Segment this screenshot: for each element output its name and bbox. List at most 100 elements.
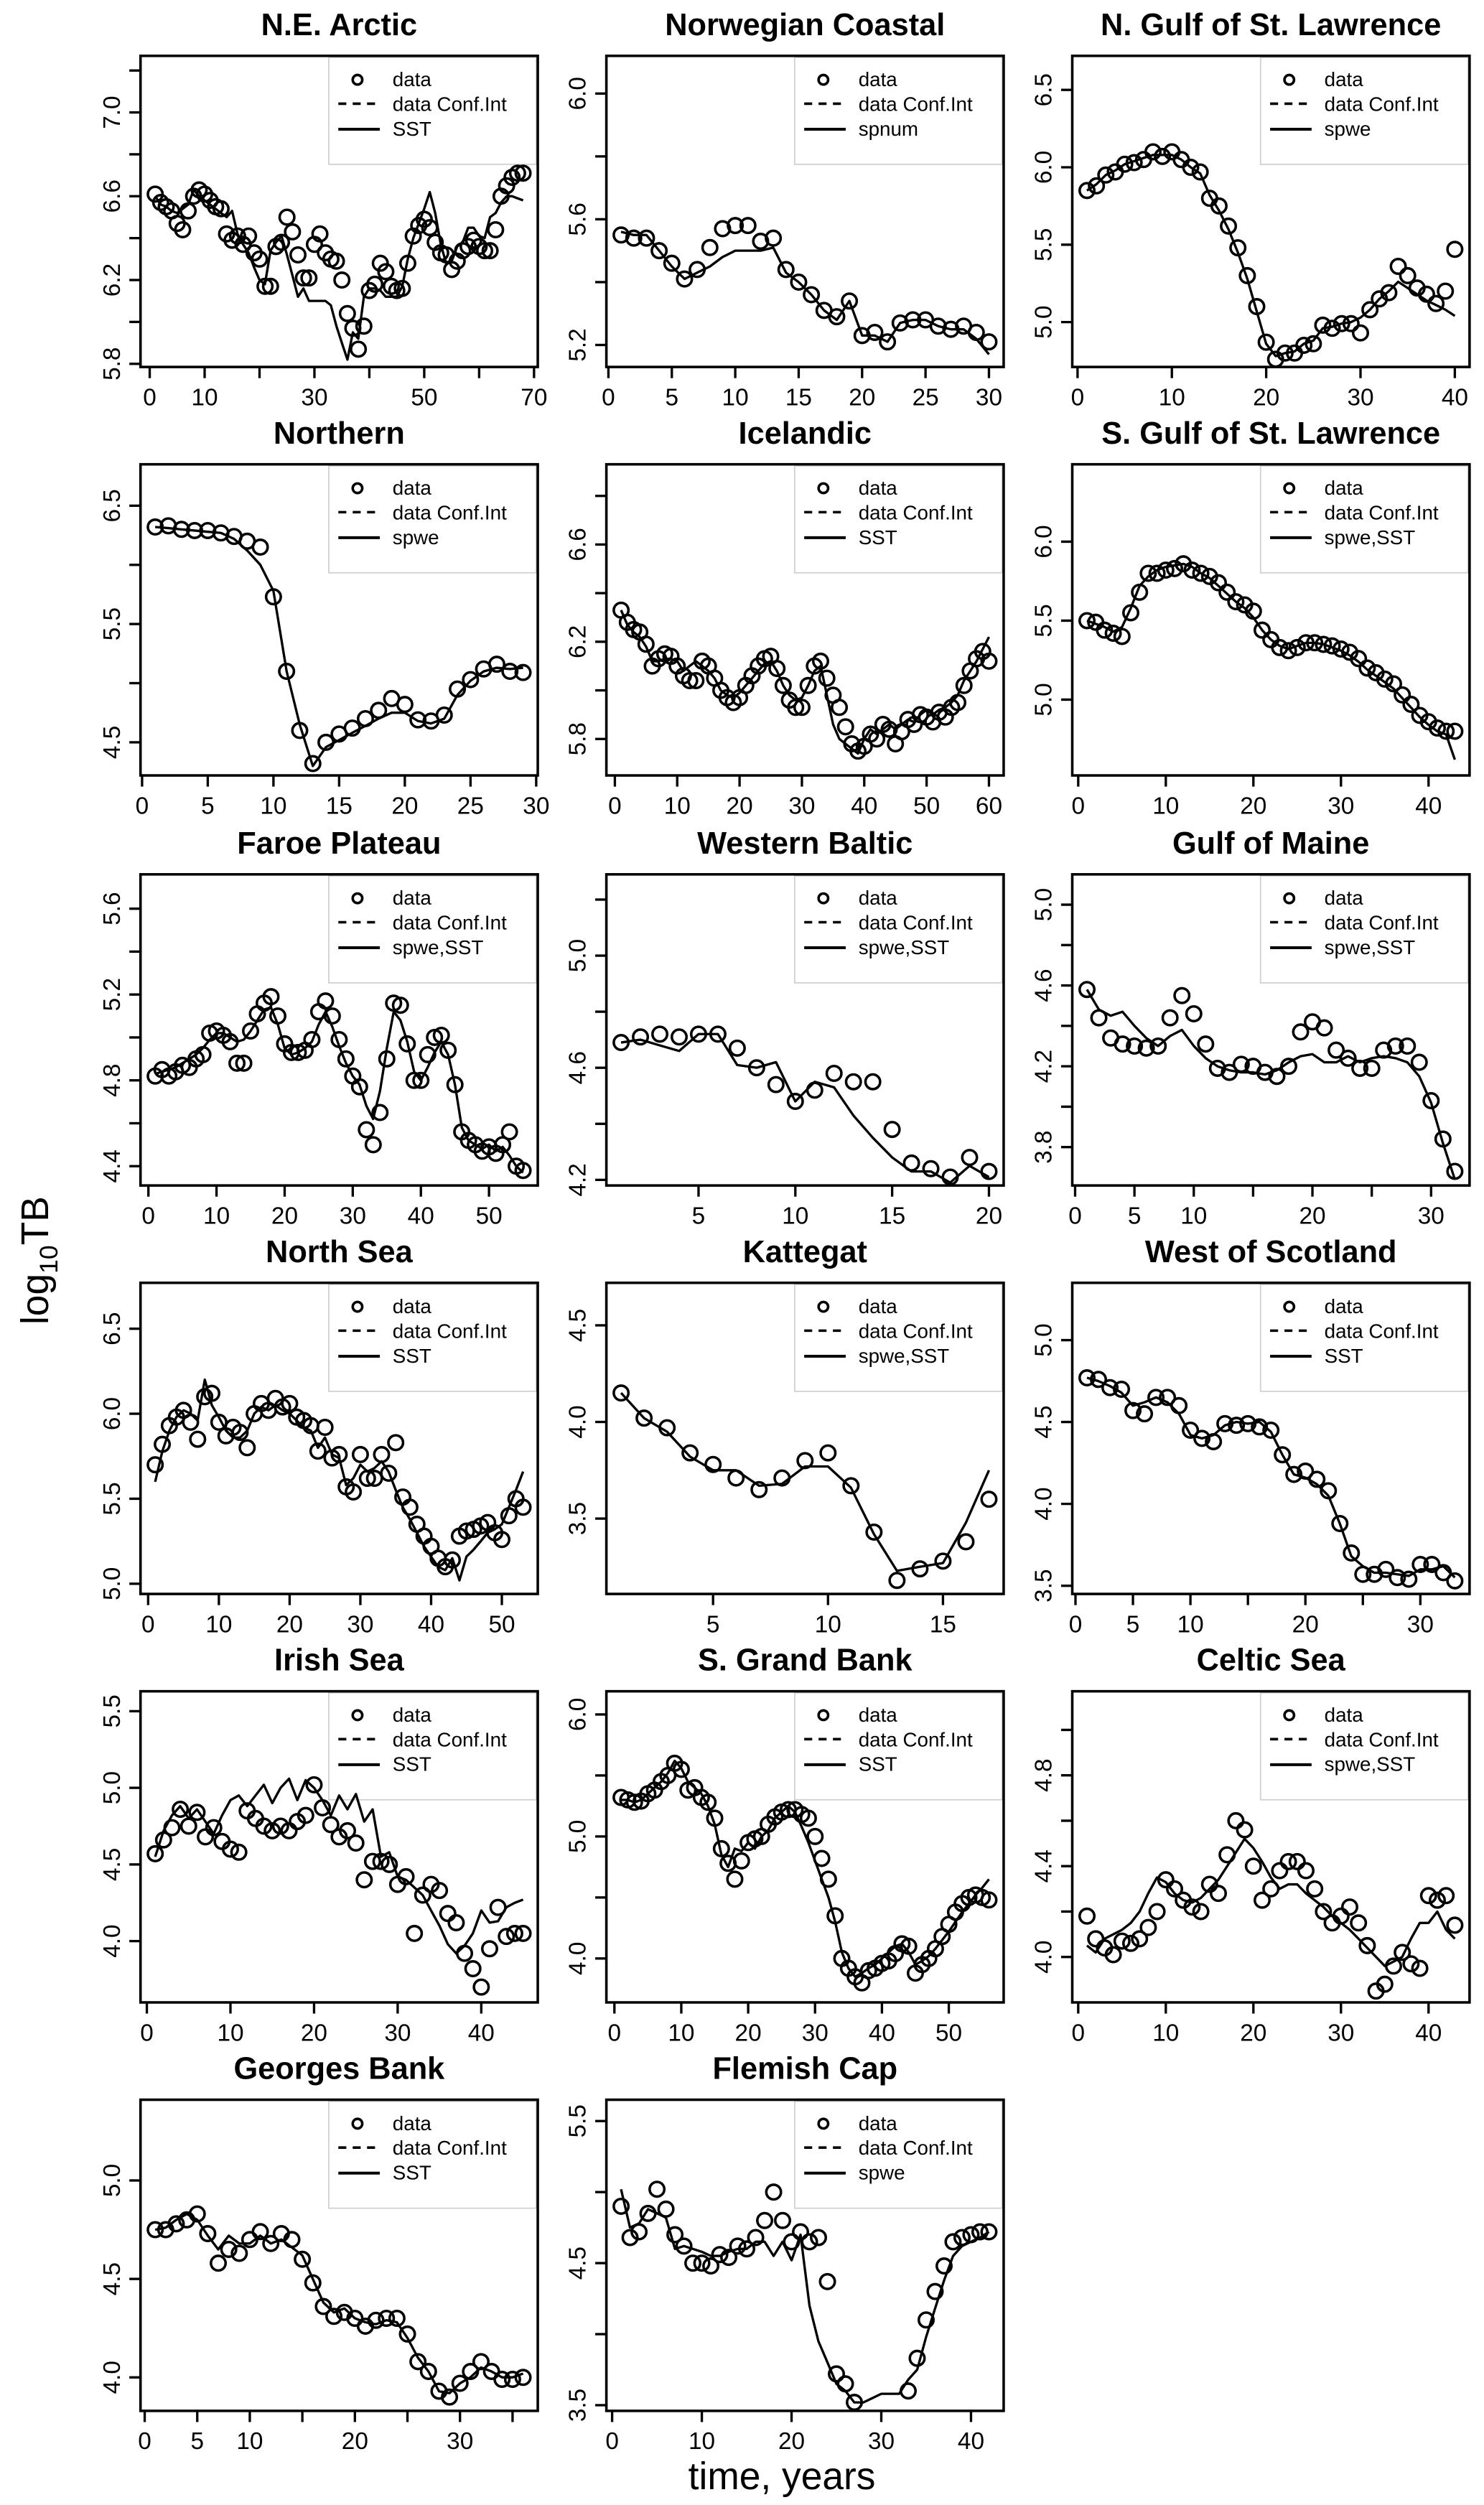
data-point	[421, 219, 439, 237]
x-tick-label: 30	[1407, 1611, 1434, 1638]
fit-line-spwe	[155, 526, 523, 768]
data-point	[625, 1793, 643, 1811]
data-point	[961, 1149, 979, 1167]
data-point	[358, 1121, 375, 1139]
data-point	[514, 1162, 532, 1180]
y-tick-label: 6.6	[99, 179, 126, 213]
data-point	[1394, 686, 1411, 704]
data-point	[1419, 1887, 1437, 1905]
legend-symbol-circle	[351, 73, 364, 86]
data-point	[773, 1469, 791, 1487]
data-point	[612, 2197, 630, 2215]
data-point	[462, 2363, 480, 2381]
data-point	[337, 1050, 355, 1068]
panel-title: North Sea	[266, 1235, 414, 1269]
legend-entry: spwe,SST	[393, 936, 484, 958]
data-point	[1078, 612, 1096, 630]
panel-title: Norwegian Coastal	[665, 8, 945, 42]
data-point	[163, 1819, 181, 1837]
data-point	[378, 1050, 396, 1068]
data-point	[251, 250, 269, 268]
data-point	[1148, 564, 1166, 582]
data-point	[729, 2237, 747, 2255]
data-point	[435, 706, 453, 724]
data-point	[1400, 1570, 1418, 1588]
data-point	[1279, 642, 1297, 660]
legend-entry: data Conf.Int	[393, 2137, 507, 2159]
data-point	[1351, 324, 1369, 342]
data-point	[508, 164, 526, 182]
data-point	[355, 317, 373, 335]
data-point	[1389, 257, 1407, 275]
legend: data data Conf.Int SST	[328, 1284, 537, 1392]
data-point	[1358, 659, 1376, 677]
data-point	[289, 246, 307, 264]
data-point	[345, 1483, 363, 1501]
y-tick-label: 4.0	[1031, 1487, 1058, 1520]
data-point	[1122, 1934, 1140, 1952]
data-point	[787, 699, 805, 717]
data-point	[304, 2274, 322, 2292]
legend: data data Conf.Int spnum	[793, 57, 1003, 165]
x-tick-label: 0	[140, 2020, 154, 2046]
data-point	[953, 2229, 971, 2247]
data-point	[803, 286, 821, 304]
legend-symbol-circle	[817, 892, 830, 905]
data-point	[904, 311, 922, 329]
data-point	[514, 1498, 532, 1516]
legend-entry: data	[1325, 68, 1364, 90]
data-point	[446, 1076, 464, 1093]
data-point	[1193, 1429, 1211, 1447]
fit-line-sst	[620, 610, 990, 755]
data-point	[880, 720, 898, 738]
data-point	[210, 2254, 228, 2272]
legend-box	[328, 875, 537, 984]
data-point	[806, 1827, 824, 1845]
x-tick-label: 50	[411, 384, 437, 411]
data-point	[220, 2240, 238, 2258]
legend-entry: SST	[393, 118, 431, 140]
legend-entry: data Conf.Int	[1325, 1320, 1439, 1342]
data-point	[727, 217, 745, 235]
fit-line-spwe	[620, 2188, 990, 2404]
data-point	[1131, 1930, 1149, 1948]
data-point	[739, 217, 757, 235]
data-point	[1306, 1880, 1324, 1898]
data-point	[630, 2223, 648, 2241]
data-point	[363, 1852, 381, 1870]
data-point	[154, 1435, 172, 1453]
data-point	[866, 323, 884, 341]
data-point	[1257, 333, 1275, 351]
data-point	[738, 2240, 756, 2258]
x-tick-label: 10	[782, 1203, 808, 1229]
legend-entry: data	[393, 68, 432, 90]
x-tick-label: 30	[1347, 384, 1373, 411]
data-point	[261, 277, 279, 295]
x-tick-label: 20	[271, 1203, 298, 1229]
x-tick-label: 40	[958, 2428, 984, 2455]
data-point	[294, 269, 312, 287]
data-point	[684, 2254, 702, 2272]
data-point	[449, 680, 467, 698]
legend-box	[328, 465, 537, 574]
plot-frame	[605, 1689, 1005, 2004]
data-point	[1305, 335, 1322, 353]
x-tick-label: 50	[913, 793, 940, 819]
data-point	[327, 252, 345, 270]
data-point	[297, 1806, 314, 1824]
data-point	[1271, 1862, 1289, 1880]
data-point	[441, 2388, 459, 2406]
x-tick-label: 30	[384, 2020, 411, 2046]
data-point	[1446, 1916, 1464, 1934]
data-point	[186, 521, 204, 539]
data-point	[1288, 1852, 1306, 1870]
data-point	[1238, 266, 1256, 284]
data-point	[1096, 621, 1114, 639]
legend-symbol-circle	[817, 1300, 830, 1313]
x-tick-label: 10	[664, 793, 691, 819]
panel-title: N. Gulf of St. Lawrence	[1101, 8, 1441, 42]
data-point	[732, 1852, 750, 1870]
data-point	[1323, 319, 1341, 337]
